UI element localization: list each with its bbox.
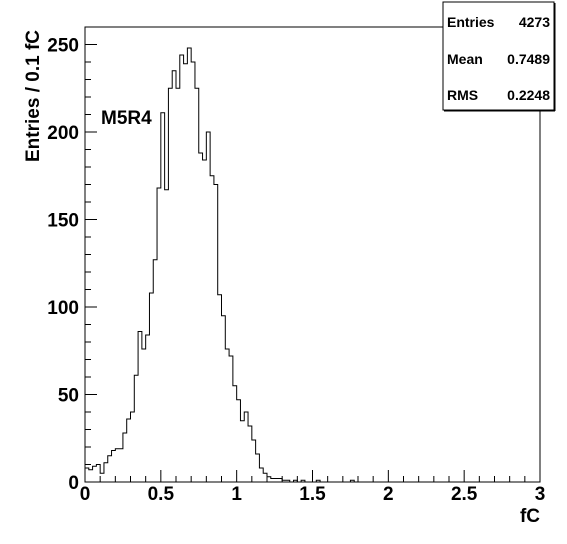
histogram-bin [282, 480, 286, 482]
histogram-bin [89, 470, 93, 482]
histogram-bin [187, 48, 191, 482]
histogram-bin [203, 160, 207, 482]
histogram-bin [195, 88, 199, 482]
stat-mean-label: Mean [447, 51, 483, 67]
histogram-bin [85, 468, 89, 482]
histogram-bin [108, 456, 112, 482]
histogram-bin [93, 466, 97, 482]
histogram-bin [240, 421, 244, 482]
histogram-bin [184, 64, 188, 482]
histogram-bin [100, 473, 104, 482]
histogram-bin [165, 190, 169, 482]
histogram-bin [104, 463, 108, 482]
histogram-bin [176, 88, 180, 482]
histogram-bin [233, 386, 237, 482]
histogram-bin [96, 465, 100, 483]
histogram-bin [157, 188, 161, 482]
x-tick-label: 1 [231, 484, 242, 505]
y-tick-label: 200 [47, 123, 79, 144]
y-tick-label: 150 [47, 211, 79, 232]
histogram-bin [301, 480, 305, 482]
histogram-bin [138, 332, 142, 483]
stat-mean-value: 0.7489 [507, 51, 550, 67]
histogram-bin [172, 71, 176, 482]
histogram-bin [134, 375, 138, 482]
x-tick-label: 0 [80, 484, 91, 505]
stat-rms-value: 0.2248 [507, 87, 550, 103]
histogram-bin [252, 440, 256, 482]
histogram-bin [278, 479, 282, 483]
y-axis-title: Entries / 0.1 fC [23, 30, 44, 162]
histogram-bin [161, 113, 165, 482]
histogram-annotation: M5R4 [101, 108, 152, 129]
y-tick-label: 100 [47, 298, 79, 319]
histogram-bin [259, 468, 263, 482]
histogram-bin [248, 426, 252, 482]
histogram-bin [127, 419, 131, 482]
x-tick-label: 2.5 [451, 484, 478, 505]
histogram-bin [191, 62, 195, 482]
y-tick-label: 50 [58, 386, 79, 407]
histogram-bin [316, 480, 320, 482]
histogram-bin [275, 479, 279, 483]
y-tick-label: 250 [47, 36, 79, 57]
histogram-bin [286, 480, 290, 482]
x-axis: 0 0.5 1 1.5 2 2.5 3 [80, 470, 546, 505]
histogram-bin [294, 480, 298, 482]
histogram-bin [222, 316, 226, 482]
histogram-bin [214, 185, 218, 483]
y-axis: 0 50 100 150 200 250 [47, 26, 97, 494]
histogram-bin [112, 451, 116, 483]
stats-box-frame [442, 1, 555, 111]
x-axis-title: fC [520, 506, 540, 527]
histogram-bin [123, 433, 127, 482]
x-tick-label: 3 [535, 484, 546, 505]
histogram-bin [256, 454, 260, 482]
stats-box: Entries 4273 Mean 0.7489 RMS 0.2248 [442, 1, 556, 112]
y-tick-label: 0 [68, 473, 79, 494]
stat-entries-label: Entries [447, 14, 495, 30]
histogram-bin [244, 412, 248, 482]
stat-entries-value: 4273 [519, 14, 550, 30]
x-tick-label: 2 [383, 484, 394, 505]
stat-rms-label: RMS [447, 87, 478, 103]
histogram-bin [168, 88, 172, 482]
histogram-bin [225, 349, 229, 482]
histogram-bin [237, 400, 241, 482]
histogram-bin [229, 356, 233, 482]
histogram-bin [267, 477, 271, 482]
histogram-bin [153, 260, 157, 482]
histogram-bin [119, 449, 123, 482]
histogram-bin [131, 412, 135, 482]
histogram-bin [142, 349, 146, 482]
x-tick-label: 1.5 [299, 484, 326, 505]
histogram-bin [271, 479, 275, 483]
histogram-bin [115, 449, 119, 482]
histogram-bin [199, 153, 203, 482]
histogram-bin [263, 473, 267, 482]
histogram-bin [149, 293, 153, 482]
histogram-bin [180, 55, 184, 482]
histogram-outline [85, 47, 540, 483]
histogram-bin [210, 176, 214, 482]
histogram-bin [350, 480, 354, 482]
x-tick-label: 0.5 [148, 484, 175, 505]
histogram-bin [146, 335, 150, 482]
histogram-bin [206, 132, 210, 482]
histogram-bin [218, 295, 222, 482]
